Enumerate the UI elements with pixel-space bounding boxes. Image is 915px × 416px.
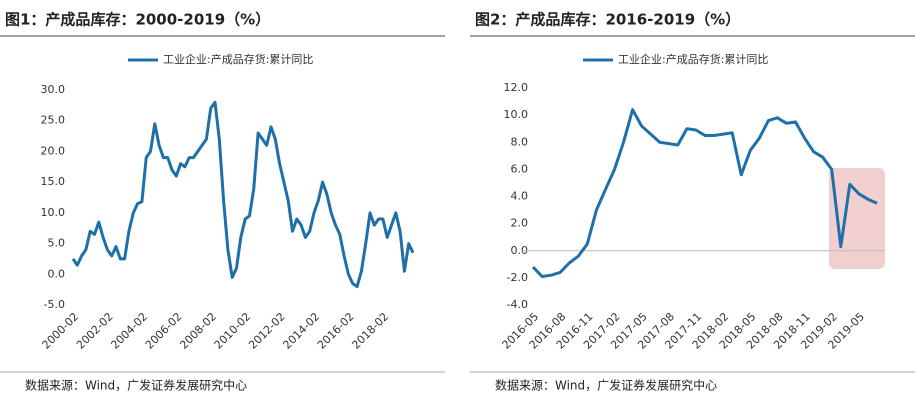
x-tick-label: 2006-02 [143, 310, 185, 352]
x-tick-label: 2010-02 [212, 310, 254, 352]
x-tick-label: 2018-02 [349, 310, 391, 352]
y-tick-label: 10.0 [41, 206, 66, 219]
y-tick-label: 6.0 [511, 162, 529, 175]
x-tick-label: 2008-02 [177, 310, 219, 352]
series-line [71, 100, 415, 289]
y-tick-label: 15.0 [41, 175, 66, 188]
series-line [531, 108, 878, 278]
y-tick-label: 30.0 [41, 83, 66, 96]
y-tick-label: 5.0 [48, 237, 66, 250]
y-tick-label: 10.0 [504, 108, 529, 121]
x-tick-label: 2004-02 [108, 310, 150, 352]
y-tick-label: 25.0 [41, 114, 66, 127]
x-tick-label: 2002-02 [74, 310, 116, 352]
y-tick-label: -2.0 [507, 271, 528, 284]
y-tick-label: -5.0 [44, 298, 65, 311]
source-note: 数据来源：Wind，广发证券发展研究中心 [495, 378, 717, 393]
y-tick-label: 8.0 [511, 135, 529, 148]
y-tick-label: 4.0 [511, 190, 529, 203]
x-tick-label: 2012-02 [246, 310, 288, 352]
highlight-box [829, 168, 885, 269]
x-tick-label: 2000-02 [40, 310, 82, 352]
y-tick-label: 2.0 [511, 217, 529, 230]
source-note: 数据来源：Wind，广发证券发展研究中心 [25, 378, 247, 393]
x-tick-label: 2014-02 [281, 310, 323, 352]
legend-label: 工业企业:产成品存货:累计同比 [163, 52, 313, 66]
y-tick-label: 0.0 [48, 267, 66, 280]
chart-title: 图1：产成品库存：2000-2019（%） [5, 11, 270, 29]
chart-title: 图2：产成品库存：2016-2019（%） [475, 11, 740, 29]
y-tick-label: -4.0 [507, 298, 528, 311]
y-tick-label: 0.0 [511, 244, 529, 257]
x-tick-label: 2016-02 [315, 310, 357, 352]
legend-label: 工业企业:产成品存货:累计同比 [618, 52, 768, 66]
y-tick-label: 12.0 [504, 81, 529, 94]
y-tick-label: 20.0 [41, 144, 66, 157]
